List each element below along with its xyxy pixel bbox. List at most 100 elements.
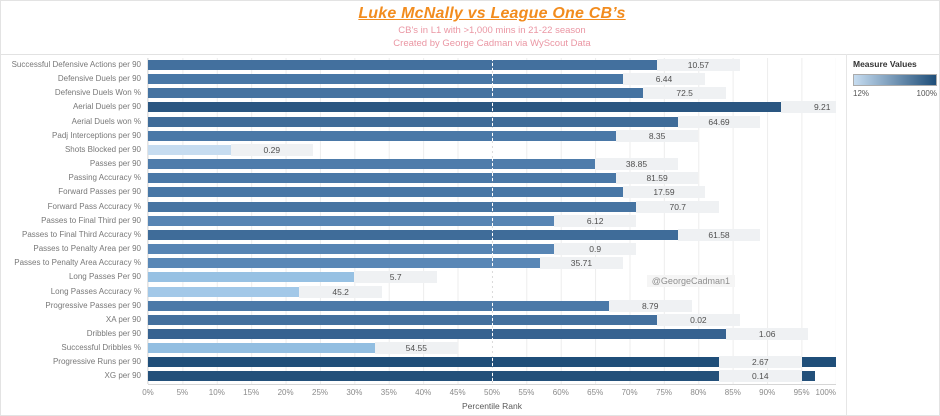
bar-track: 17.59 [148, 185, 836, 199]
value-label: 1.06 [725, 327, 809, 340]
bar-track: 54.55 [148, 341, 836, 355]
x-axis-tick: 30% [346, 388, 363, 397]
percentile-bar[interactable] [148, 371, 816, 382]
x-axis-tick: 55% [518, 388, 535, 397]
bar-track: 38.85 [148, 157, 836, 171]
row-label: Successful Dribbles % [61, 343, 141, 353]
value-label: 45.2 [299, 285, 382, 298]
value-label: 2.67 [719, 356, 802, 369]
row-label: XG per 90 [104, 371, 141, 381]
x-axis-tick: 65% [587, 388, 604, 397]
x-axis-tick: 5% [176, 388, 189, 397]
row-label: XA per 90 [105, 314, 141, 324]
x-axis-tick: 10% [208, 388, 225, 397]
x-axis-tick: 45% [449, 388, 466, 397]
page-title: Luke McNally vs League One CB’s [358, 5, 626, 22]
percentile-bar[interactable] [148, 272, 355, 283]
value-label: 81.59 [615, 172, 699, 185]
bar-track: 5.7 [148, 270, 836, 284]
value-label: 5.7 [354, 271, 437, 284]
percentile-bar[interactable] [148, 159, 596, 170]
percentile-bar[interactable] [148, 144, 231, 155]
x-axis-tick: 0% [142, 388, 154, 397]
percentile-bar[interactable] [148, 244, 554, 255]
row-label: Forward Passes per 90 [58, 187, 141, 197]
row-label: Aerial Duels per 90 [72, 102, 141, 112]
value-label: 0.29 [230, 143, 314, 156]
x-axis-tick: 15% [243, 388, 260, 397]
percentile-bar[interactable] [148, 102, 781, 113]
percentile-bar[interactable] [148, 343, 376, 354]
bar-track: 61.58 [148, 228, 836, 242]
chart-header: Luke McNally vs League One CB’s CB's in … [148, 5, 836, 49]
bar-track: 10.57 [148, 58, 836, 72]
value-label: 70.7 [636, 200, 720, 213]
value-label: 8.79 [608, 299, 692, 312]
legend-divider [846, 54, 847, 415]
row-label: Passes to Penalty Area Accuracy % [14, 258, 141, 268]
percentile-bar[interactable] [148, 173, 616, 184]
row-label: Passes to Final Third Accuracy % [21, 229, 141, 239]
percentile-bar[interactable] [148, 88, 644, 99]
x-axis-tick: 50% [483, 388, 501, 397]
x-axis-tick: 90% [759, 388, 776, 397]
percentile-bar[interactable] [148, 258, 541, 269]
row-label: Padj Interceptions per 90 [52, 130, 141, 140]
row-label: Long Passes Per 90 [68, 272, 141, 282]
x-axis-tick: 100% [815, 388, 836, 397]
value-label: 17.59 [622, 186, 706, 199]
bar-track: 45.2 [148, 285, 836, 299]
x-axis-tick: 95% [793, 388, 810, 397]
value-label: 0.14 [719, 370, 802, 383]
percentile-bar[interactable] [148, 187, 623, 198]
x-axis-tick: 85% [724, 388, 741, 397]
bar-track: 0.9 [148, 242, 836, 256]
percentile-bar[interactable] [148, 215, 554, 226]
legend-max-label: 100% [916, 89, 937, 98]
percentile-bar[interactable] [148, 130, 616, 141]
chart-subtitle-2: Created by George Cadman via WyScout Dat… [393, 38, 591, 49]
bar-track: 1.06 [148, 327, 836, 341]
bar-track: 8.35 [148, 129, 836, 143]
percentile-bar[interactable] [148, 286, 300, 297]
percentile-bar[interactable] [148, 201, 637, 212]
value-label: 54.55 [375, 342, 458, 355]
x-axis-tick: 60% [552, 388, 569, 397]
bar-track: 72.5 [148, 86, 836, 100]
color-legend: Measure Values 12% 100% [853, 59, 937, 98]
x-axis-tick: 25% [311, 388, 329, 397]
category-labels-column: Successful Defensive Actions per 90 Defen… [1, 58, 148, 384]
percentile-bar[interactable] [148, 314, 658, 325]
bar-track: 0.14 [148, 369, 836, 383]
x-axis-tick: 70% [621, 388, 638, 397]
percentile-bar[interactable] [148, 74, 623, 85]
x-axis-title: Percentile Rank [461, 401, 522, 411]
value-label: 61.58 [677, 228, 761, 241]
percentile-bar[interactable] [148, 300, 609, 311]
value-label: 6.44 [622, 73, 706, 86]
plot-area: 10.57 6.44 72.5 9.21 64.69 8.35 0.29 38.85 81.59… [148, 58, 836, 384]
x-axis-tick: 35% [380, 388, 397, 397]
value-label: 38.85 [595, 158, 678, 171]
percentile-bar[interactable] [148, 116, 678, 127]
bar-track: 6.44 [148, 72, 836, 86]
x-axis: 0% 5% 10% 15% 20% 25% 30% 35% 40% 45% 50% 55% 60% 65%… [142, 384, 836, 399]
percentile-bar[interactable] [148, 229, 678, 240]
row-label: Passing Accuracy % [68, 173, 141, 183]
row-label: Progressive Runs per 90 [52, 357, 141, 367]
legend-gradient-bar[interactable] [853, 74, 937, 86]
bar-track: 9.21 [148, 100, 836, 114]
row-label: Passes to Final Third per 90 [41, 215, 141, 225]
row-label: Aerial Duels won % [71, 116, 141, 126]
legend-title: Measure Values [853, 59, 917, 69]
value-label: 8.35 [615, 129, 699, 142]
percentile-bar[interactable] [148, 60, 658, 70]
bar-track: 0.29 [148, 143, 836, 157]
value-label: 9.21 [780, 101, 836, 114]
percentile-bar[interactable] [148, 328, 726, 339]
legend-min-label: 12% [853, 89, 870, 98]
row-label: Passes to Penalty Area per 90 [33, 244, 141, 254]
twitter-handle-annotation: @GeorgeCadman1 [646, 275, 735, 287]
value-label: 35.71 [540, 257, 623, 270]
